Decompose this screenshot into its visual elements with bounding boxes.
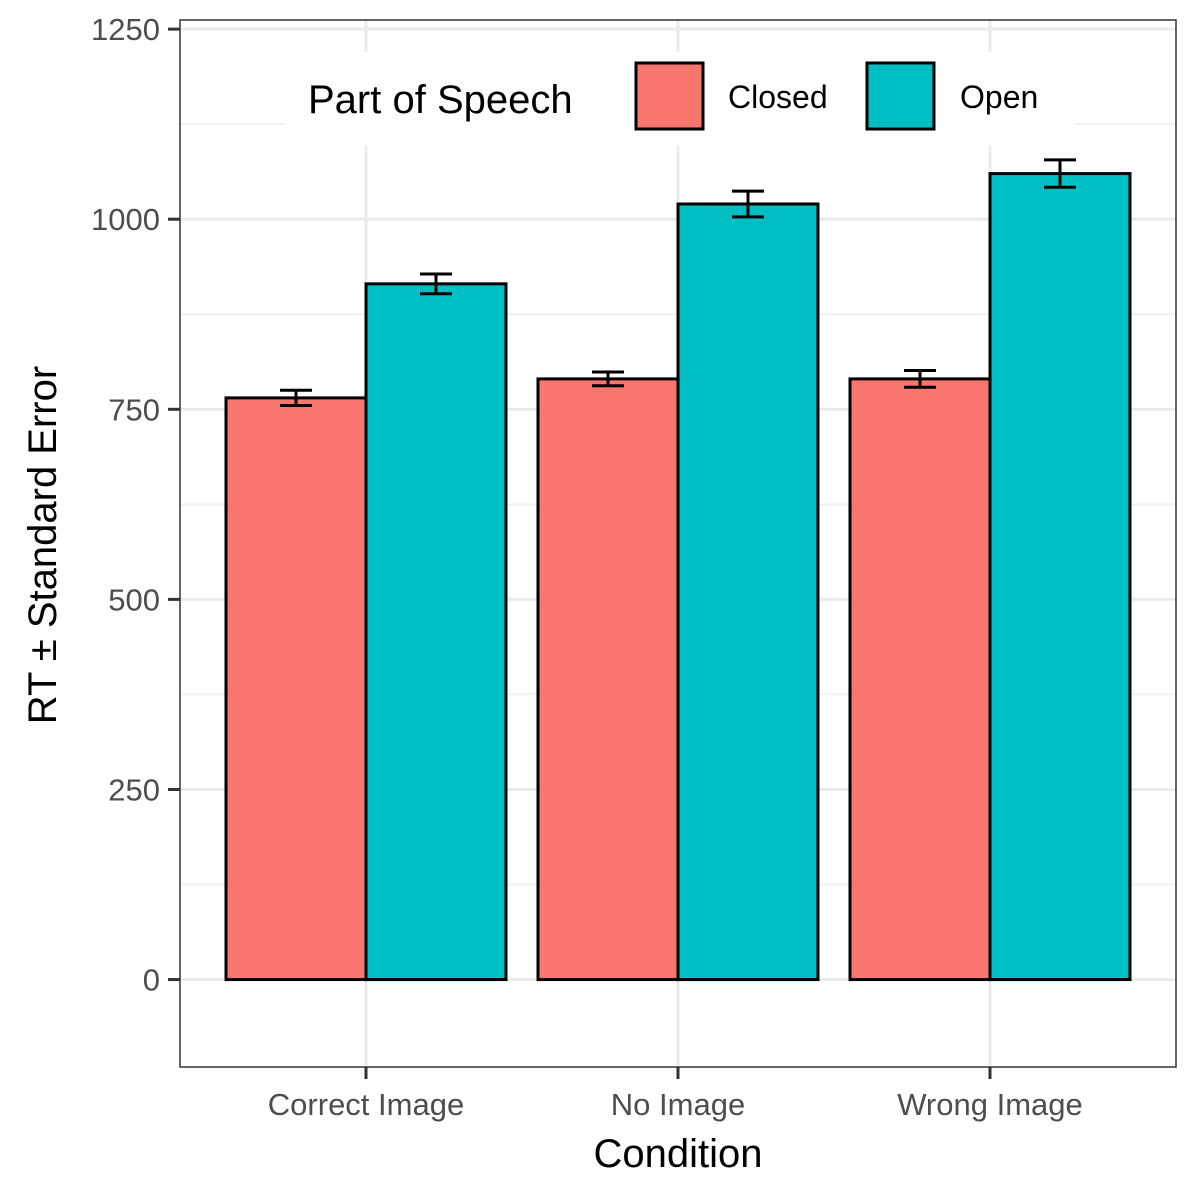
bar-open xyxy=(988,172,1132,982)
legend: Part of Speech Closed Open xyxy=(285,52,1075,146)
legend-title: Part of Speech xyxy=(308,78,573,122)
y-tick-label: 1250 xyxy=(91,12,160,47)
bar-open xyxy=(676,202,820,982)
y-tick-label: 1000 xyxy=(91,202,160,237)
y-tick-label: 250 xyxy=(108,772,160,807)
x-axis-title: Condition xyxy=(593,1132,762,1176)
bar-closed xyxy=(536,377,680,982)
legend-swatch-closed xyxy=(634,61,705,131)
bar-closed xyxy=(848,377,992,982)
x-tick-label: Correct Image xyxy=(268,1087,464,1122)
x-tick-label: Wrong Image xyxy=(897,1087,1083,1122)
bars xyxy=(224,172,1132,982)
bar-closed xyxy=(224,396,368,982)
y-axis-title: RT ± Standard Error xyxy=(21,366,65,724)
y-tick-label: 750 xyxy=(108,392,160,427)
y-tick-label: 500 xyxy=(108,582,160,617)
axes: 0 250 500 750 1000 1250 Correct Image No Image W… xyxy=(91,12,1083,1122)
error-bars xyxy=(280,158,1076,407)
legend-swatch-open xyxy=(865,61,936,131)
y-tick-label: 0 xyxy=(143,963,160,998)
x-tick-label: No Image xyxy=(611,1087,745,1122)
legend-label-closed: Closed xyxy=(728,79,828,115)
legend-label-open: Open xyxy=(960,79,1038,115)
bar-open xyxy=(364,282,508,982)
